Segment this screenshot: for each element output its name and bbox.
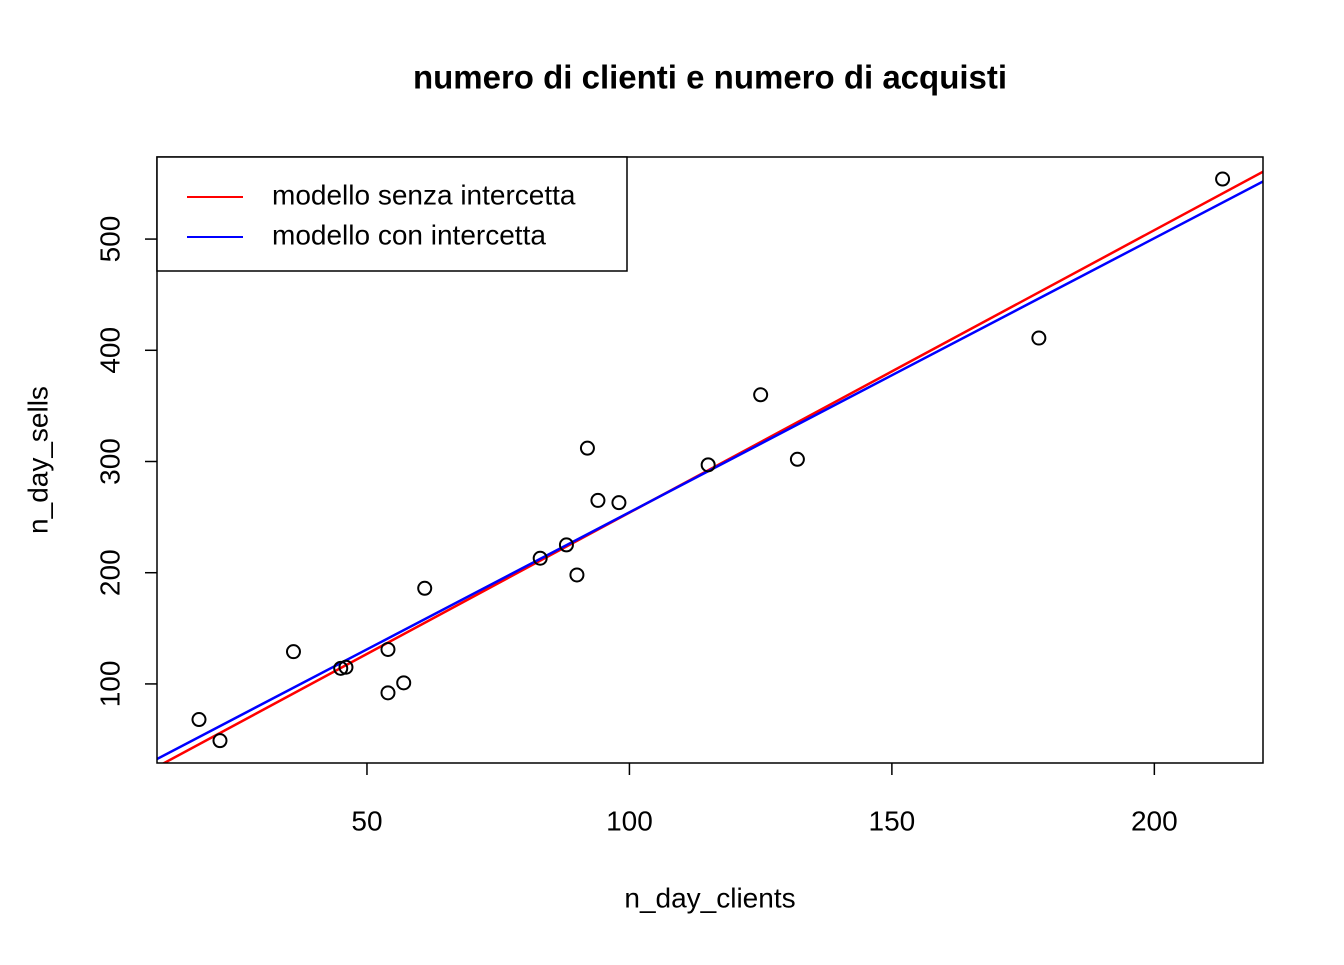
x-axis-label: n_day_clients	[624, 882, 795, 913]
y-tick-label: 400	[94, 327, 125, 374]
point	[590, 492, 606, 508]
y-tick-label: 200	[94, 549, 125, 596]
y-tick-label: 300	[94, 438, 125, 485]
point	[700, 457, 716, 473]
point	[753, 387, 769, 403]
y-tick-label: 500	[94, 216, 125, 263]
point	[789, 451, 805, 467]
y-tick-label: 100	[94, 661, 125, 708]
legend-label: modello con intercetta	[272, 219, 546, 250]
point	[1031, 330, 1047, 346]
point	[532, 550, 548, 566]
legend-label: modello senza intercetta	[272, 179, 576, 210]
point	[285, 644, 301, 660]
y-axis-label: n_day_sells	[22, 386, 53, 534]
chart-title: numero di clienti e numero di acquisti	[413, 59, 1007, 96]
point	[380, 641, 396, 657]
point	[569, 567, 585, 583]
point	[380, 685, 396, 701]
x-tick-label: 150	[869, 805, 916, 836]
point	[396, 675, 412, 691]
point	[338, 659, 354, 675]
point	[558, 537, 574, 553]
legend-box	[156, 156, 628, 272]
point	[579, 440, 595, 456]
x-tick-label: 50	[351, 805, 382, 836]
point	[611, 495, 627, 511]
plot-box	[156, 156, 1264, 764]
x-tick-label: 200	[1131, 805, 1178, 836]
point	[1215, 171, 1231, 187]
point	[212, 733, 228, 749]
point	[191, 712, 207, 728]
x-tick-label: 100	[606, 805, 653, 836]
point	[333, 660, 349, 676]
point	[417, 580, 433, 596]
